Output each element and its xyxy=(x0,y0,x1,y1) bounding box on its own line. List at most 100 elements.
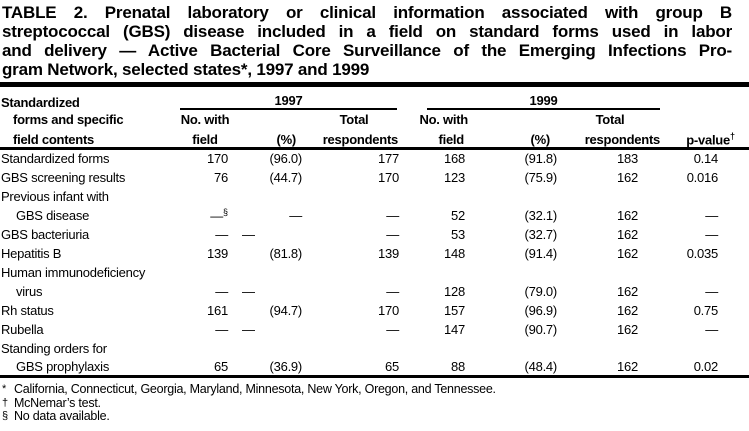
cell-y97_no: 76 xyxy=(214,169,228,185)
table-row: Rh status 161 (94.7) 170 157 (96.9) 162 0.75 xyxy=(0,301,749,320)
row-label: GBS screening results xyxy=(1,169,126,185)
table-row: GBS disease —§ — — 52 (32.1) 162 — xyxy=(0,206,749,225)
cell-y97_no: — xyxy=(215,283,228,299)
cell-y99_pct: (91.4) xyxy=(524,245,558,261)
row-label: Standardized forms xyxy=(1,151,110,167)
stub-header-line1: Standardized xyxy=(1,95,80,110)
header-spacer xyxy=(660,89,749,110)
table-header: Standardized 1997 1999 forms and specifi… xyxy=(0,89,749,149)
row-label: GBS prophylaxis xyxy=(16,358,110,374)
cell-y99_pct: (32.7) xyxy=(524,226,558,242)
cell-y99_total xyxy=(560,187,660,206)
table-row: GBS screening results 76 (44.7) 170 123 (75.9… xyxy=(0,168,749,187)
cell-y99_pct: (75.9) xyxy=(524,169,558,185)
row-label: Rh status xyxy=(1,302,54,318)
title-line: TABLE 2. Prenatal laboratory or clinical… xyxy=(2,3,732,22)
title-line: streptococcal (GBS) disease included in … xyxy=(2,22,732,41)
table-row: Standardized forms 170 (96.0) 177 168 (91.8) 1… xyxy=(0,149,749,168)
cell-y97_total: — xyxy=(386,226,399,242)
cell-y97_pct xyxy=(232,339,306,358)
footnote-symbol: † xyxy=(2,396,8,409)
cell-y97_pct: (96.0) xyxy=(269,151,303,167)
table-row: GBS bacteriuria — — — 53 (32.7) 162 — xyxy=(0,225,749,244)
cell-y97_pct: — xyxy=(242,321,255,337)
cell-y99_total: 162 xyxy=(617,207,638,223)
cell-y97_total: — xyxy=(386,321,399,337)
table-row: GBS prophylaxis 65 (36.9) 65 88 (48.4) 162 0.02 xyxy=(0,358,749,377)
header-sub-row-2: field contents field (%) respondents fie… xyxy=(0,127,749,149)
header-1999-no-with: No. with xyxy=(419,112,468,127)
header-spacer xyxy=(232,110,306,127)
row-label: Previous infant with xyxy=(1,188,109,204)
cell-p: — xyxy=(705,226,718,242)
row-label: virus xyxy=(16,283,43,299)
cell-y99_no: 88 xyxy=(451,358,465,374)
cell-y99_no xyxy=(402,187,470,206)
header-1997-respondents: respondents xyxy=(322,132,399,147)
footnote: * California, Connecticut, Georgia, Maryl… xyxy=(2,382,749,397)
cell-y99_total xyxy=(560,339,660,358)
title-line: gram Network, selected states*, 1997 and… xyxy=(2,60,370,79)
table-row: Standing orders for xyxy=(0,339,749,358)
cell-y97_pct: (36.9) xyxy=(269,358,303,374)
cell-p xyxy=(660,263,749,282)
footnote-symbol: § xyxy=(2,410,8,422)
cell-y97_total: 139 xyxy=(378,245,399,261)
cell-y97_total: — xyxy=(386,207,399,223)
row-label: GBS disease xyxy=(16,207,90,223)
cell-y99_pct xyxy=(470,263,560,282)
cell-y99_pct xyxy=(470,187,560,206)
cell-y97_total: — xyxy=(386,283,399,299)
cell-y99_total: 183 xyxy=(617,151,638,167)
cell-y99_pct: (48.4) xyxy=(524,358,558,374)
pvalue-label: p-value xyxy=(686,132,730,147)
header-1999-respondents: respondents xyxy=(584,132,660,147)
cell-y99_total: 162 xyxy=(617,169,638,185)
column-group-1997: 1997 xyxy=(178,89,402,110)
cell-y97_pct: (94.7) xyxy=(269,302,303,318)
cell-y97_no: — xyxy=(215,226,228,242)
group-1999-label: 1999 xyxy=(427,93,660,110)
table-row: Hepatitis B 139 (81.8) 139 148 (91.4) 162 0.035 xyxy=(0,244,749,263)
column-group-1999: 1999 xyxy=(402,89,660,110)
header-1997-no-with: No. with xyxy=(180,112,230,127)
cell-y99_no: 168 xyxy=(444,151,465,167)
header-group-row: Standardized 1997 1999 xyxy=(0,89,749,110)
footnote-text: McNemar’s test. xyxy=(14,395,101,410)
cell-y99_total: 162 xyxy=(617,226,638,242)
row-label: Rubella xyxy=(1,321,44,337)
cell-p: 0.02 xyxy=(693,358,719,374)
header-pvalue: p-value† xyxy=(660,127,749,149)
cell-y99_total: 162 xyxy=(617,358,638,374)
footnote-text: No data available. xyxy=(14,409,110,423)
cell-y99_pct: (91.8) xyxy=(524,151,558,167)
cell-y99_total: 162 xyxy=(617,302,638,318)
cell-y97_pct xyxy=(232,263,306,282)
cell-p: 0.016 xyxy=(686,169,719,185)
cell-y97_pct: (44.7) xyxy=(269,169,303,185)
header-1997-pct: (%) xyxy=(276,132,297,147)
footnote: † McNemar’s test. xyxy=(2,395,749,411)
cell-y99_total: 162 xyxy=(617,245,638,261)
header-spacer xyxy=(660,110,749,127)
cell-y99_pct: (79.0) xyxy=(524,283,558,299)
footnotes: * California, Connecticut, Georgia, Maryl… xyxy=(0,382,749,424)
cell-y97_pct: — xyxy=(242,226,255,242)
cell-y97_no: 170 xyxy=(207,151,228,167)
table-row: Human immunodeficiency xyxy=(0,263,749,282)
cell-y97_total: 170 xyxy=(378,169,399,185)
header-1999-field: field xyxy=(438,132,465,147)
cell-y97_no xyxy=(178,339,232,358)
cell-y99_no: 147 xyxy=(444,321,465,337)
footnote: § No data available. xyxy=(2,409,749,424)
cell-y99_pct: (32.1) xyxy=(524,207,558,223)
title-rule xyxy=(0,82,749,87)
dagger-footnote-marker: † xyxy=(729,130,735,141)
cell-y99_no: 52 xyxy=(451,207,465,223)
cell-y99_no: 157 xyxy=(444,302,465,318)
cell-p: — xyxy=(705,283,718,299)
cell-y97_no: —§ xyxy=(210,206,228,224)
header-1997-field: field xyxy=(192,132,218,147)
cell-p xyxy=(660,339,749,358)
cell-y99_pct: (90.7) xyxy=(524,321,558,337)
